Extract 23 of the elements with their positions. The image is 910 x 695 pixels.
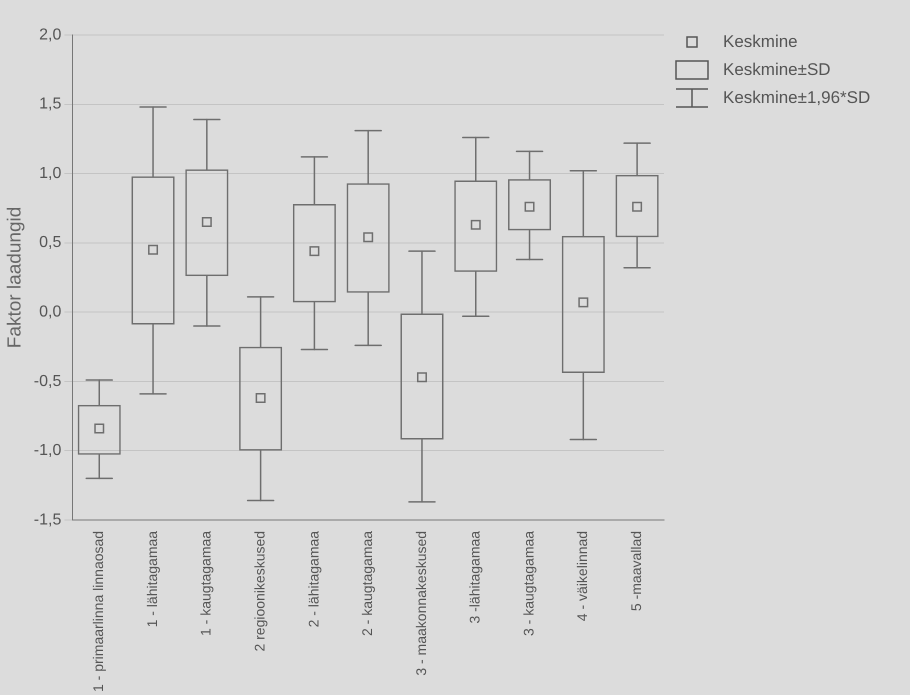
x-tick-label: 1 - lähitagamaa bbox=[144, 530, 160, 628]
y-tick-label: 1,5 bbox=[39, 96, 62, 113]
y-axis-title: Faktor laadungid bbox=[4, 206, 26, 348]
y-tick-label: 0,0 bbox=[39, 304, 62, 320]
x-tick-label: 4 - väikelinnad bbox=[574, 530, 590, 622]
x-tick-label: 5 -maavallad bbox=[628, 530, 644, 612]
y-tick-label: -1,0 bbox=[34, 442, 62, 460]
x-tick-label: 2 - kaugtagamaa bbox=[359, 530, 376, 636]
x-tick-label: 1 - primaarlinna linnaosad bbox=[90, 530, 106, 692]
x-tick-label: 3 - maakonnakeskused bbox=[412, 530, 429, 676]
y-tick-label: -0,5 bbox=[34, 372, 62, 390]
x-tick-label: 2 - lähitagamaa bbox=[305, 530, 322, 628]
x-tick-label: 2 regioonikeskused bbox=[251, 530, 268, 652]
text: Keskmine bbox=[723, 32, 798, 52]
y-tick-label: 0,5 bbox=[39, 234, 62, 252]
x-tick-label: 3 - kaugtagamaa bbox=[520, 530, 536, 636]
x-tick-label: 1 - kaugtagamaa bbox=[198, 530, 214, 636]
y-tick-label: 2,0 bbox=[39, 26, 62, 44]
y-tick-label: 1,0 bbox=[39, 164, 62, 182]
text: Keskmine±1,96*SD bbox=[723, 88, 870, 108]
x-tick-label: 3 -lähitagamaa bbox=[466, 530, 483, 624]
y-tick-label: -1,5 bbox=[34, 511, 62, 528]
text: Keskmine±SD bbox=[723, 60, 831, 80]
